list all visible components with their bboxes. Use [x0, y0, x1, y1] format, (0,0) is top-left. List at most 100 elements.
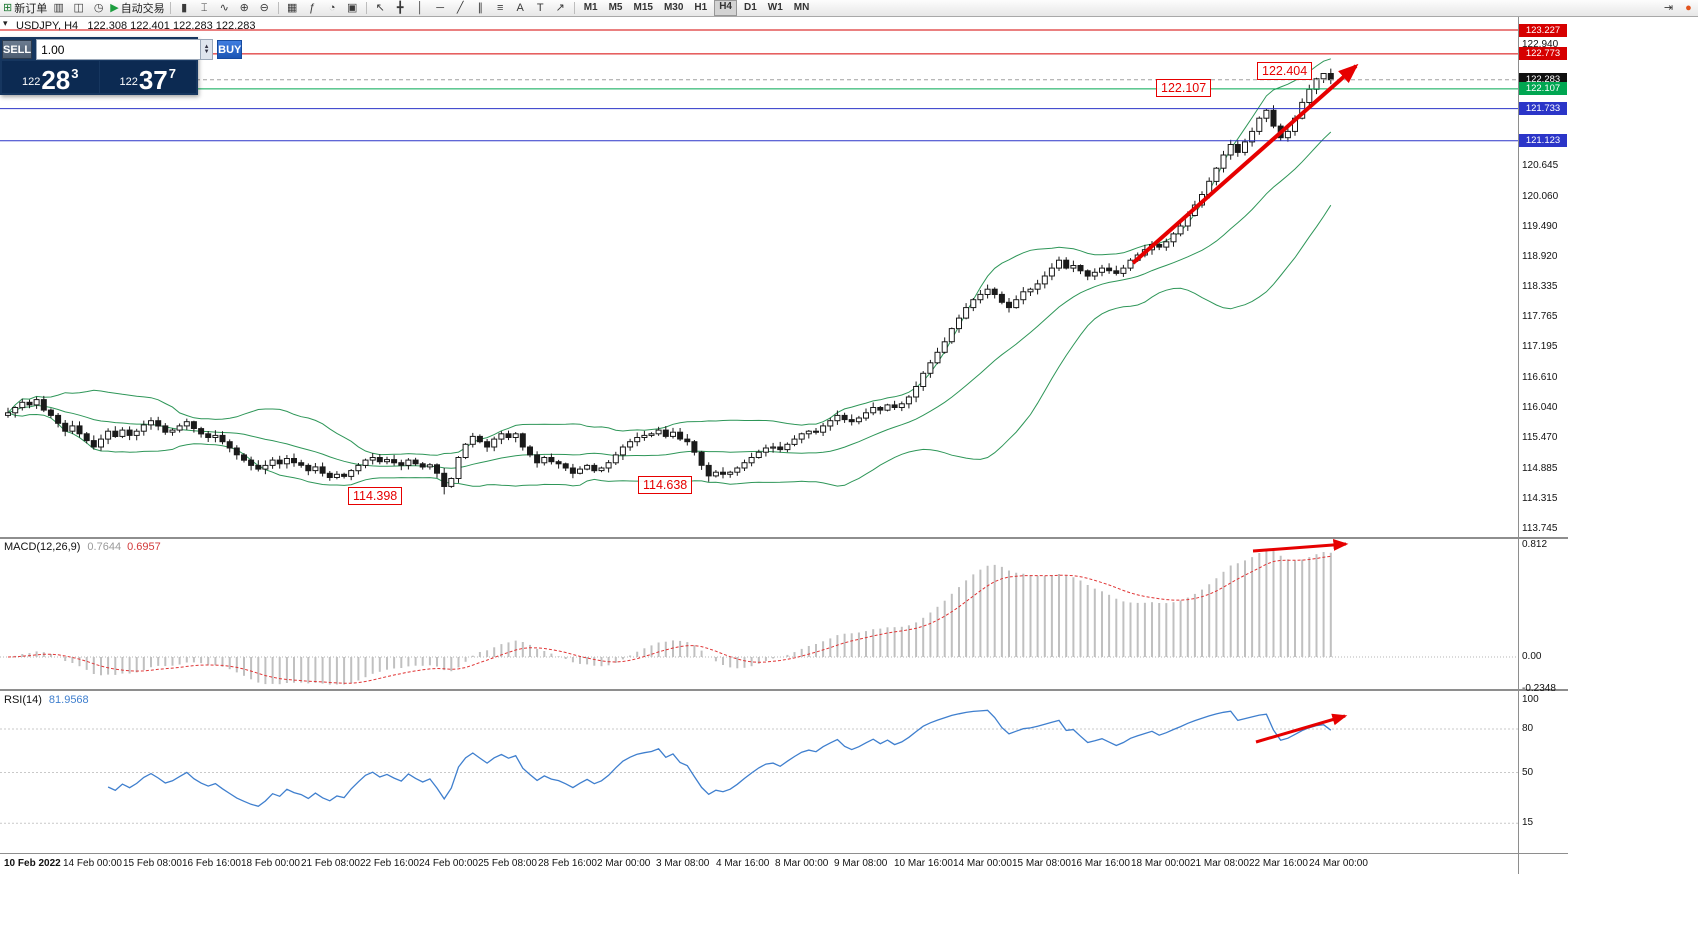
periods-button[interactable]: ◔ [323, 1, 342, 16]
cursor-button[interactable]: ↖ [371, 1, 390, 16]
chart-window-button[interactable]: ▥ [49, 1, 68, 16]
time-axis-label: 16 Feb 16:00 [182, 858, 241, 869]
trendline-icon: ╱ [456, 1, 464, 14]
timeframe-mn-button[interactable]: MN [793, 2, 810, 13]
lot-decrease-button[interactable]: ▼ [203, 48, 210, 55]
arrows-tool-icon: ↗ [555, 1, 565, 14]
scroll-to-end-button[interactable]: ⇥ [1659, 1, 1678, 16]
tile-windows-icon: ▦ [286, 1, 298, 14]
time-axis-label: 10 Feb 2022 [4, 858, 61, 869]
timeframe-m5-button[interactable]: M5 [608, 2, 623, 13]
timeframe-m15-button[interactable]: M15 [633, 2, 653, 13]
vertical-line-button[interactable]: │ [411, 1, 430, 16]
toolbar-separator [365, 2, 367, 14]
new-order-icon: ⊞ [3, 1, 13, 14]
autotrading-button[interactable]: ▶ 自动交易 [109, 1, 165, 16]
new-order-label: 新订单 [14, 3, 48, 15]
buy-price-fraction: 7 [168, 66, 176, 81]
scroll-to-end-icon: ⇥ [1663, 1, 1674, 14]
buy-price[interactable]: 122 37 7 [99, 61, 196, 95]
periods-icon: ◔ [328, 1, 336, 14]
time-axis-label: 3 Mar 08:00 [656, 858, 710, 869]
main-toolbar: ⊞ 新订单 ▥ ◫ ◷ ▶ 自动交易 ▮ ⌶ ∿ ⊕ ⊖ ▦ ƒ ◔ ▣ ↖ ╋ │ ─ ╱ ∥ ≡ A T ↗ M1 M5 M15 M3… [0, 0, 1698, 17]
horizontal-line-button[interactable]: ─ [431, 1, 450, 16]
notification-button[interactable]: ● [1679, 1, 1698, 16]
time-axis-label: 22 Mar 16:00 [1249, 858, 1308, 869]
fibonacci-button[interactable]: ≡ [491, 1, 510, 16]
time-axis-label: 4 Mar 16:00 [716, 858, 770, 869]
zoom-in-icon: ⊕ [239, 1, 249, 14]
timeframe-h1-button[interactable]: H1 [694, 2, 708, 13]
line-chart-button[interactable]: ∿ [215, 1, 234, 16]
rsi-name: RSI(14) [4, 694, 42, 706]
candlestick-chart-button[interactable]: ⌶ [195, 1, 214, 16]
time-axis[interactable]: 10 Feb 2022 14 Feb 00:00 15 Feb 08:00 16 Fe… [0, 854, 1568, 874]
timeframe-h4-button[interactable]: H4 [714, 0, 737, 16]
bar-chart-button[interactable]: ▮ [175, 1, 194, 16]
time-axis-label: 25 Feb 08:00 [478, 858, 537, 869]
text-label-button[interactable]: T [531, 1, 550, 16]
indicators-button[interactable]: ƒ [303, 1, 322, 16]
buy-button[interactable]: BUY [217, 40, 243, 59]
sell-price-fraction: 3 [71, 66, 79, 81]
profiles-button[interactable]: ◫ [69, 1, 88, 16]
line-chart-icon: ∿ [219, 1, 229, 14]
toolbar-separator [573, 2, 575, 14]
templates-icon: ▣ [346, 1, 358, 14]
sell-price-prefix: 122 [21, 76, 41, 88]
arrows-tool-button[interactable]: ↗ [551, 1, 570, 16]
price-axis-separator[interactable] [1518, 17, 1519, 874]
equidistant-channel-button[interactable]: ∥ [471, 1, 490, 16]
price-callout[interactable]: 122.404 [1257, 62, 1313, 80]
trendline-button[interactable]: ╱ [451, 1, 470, 16]
macd-signal-value: 0.6957 [127, 541, 161, 553]
one-click-trading-panel: SELL ▲ ▼ BUY 122 28 3 122 37 7 [0, 37, 243, 95]
price-callout[interactable]: 122.107 [1156, 79, 1212, 97]
macd-pane[interactable] [0, 539, 1568, 691]
notification-icon: ● [1685, 1, 1692, 14]
text-button[interactable]: A [511, 1, 530, 16]
time-axis-label: 14 Mar 00:00 [953, 858, 1012, 869]
oneclick-collapse-icon[interactable]: ▾ [3, 18, 8, 28]
sell-price-main: 28 [41, 65, 71, 95]
autotrading-icon: ▶ [110, 1, 119, 14]
zoom-out-button[interactable]: ⊖ [255, 1, 274, 16]
zoom-out-icon: ⊖ [259, 1, 269, 14]
toolbar-separator [169, 2, 171, 14]
sell-button[interactable]: SELL [2, 40, 33, 59]
timeframe-m1-button[interactable]: M1 [583, 2, 598, 13]
templates-button[interactable]: ▣ [343, 1, 362, 16]
macd-name: MACD(12,26,9) [4, 541, 81, 553]
time-axis-label: 9 Mar 08:00 [834, 858, 888, 869]
rsi-label: RSI(14) 81.9568 [4, 694, 89, 706]
lot-spinner: ▲ ▼ [200, 40, 213, 59]
timeframe-m30-button[interactable]: M30 [663, 2, 684, 13]
tile-windows-button[interactable]: ▦ [283, 1, 302, 16]
new-order-button[interactable]: ⊞ 新订单 [2, 1, 48, 16]
lot-size-field: ▲ ▼ [36, 39, 214, 60]
zoom-in-button[interactable]: ⊕ [235, 1, 254, 16]
price-chart-pane[interactable] [0, 17, 1568, 539]
text-icon: A [516, 1, 524, 14]
autotrading-label: 自动交易 [120, 3, 165, 15]
time-axis-label: 24 Mar 00:00 [1309, 858, 1368, 869]
timeframe-d1-button[interactable]: D1 [744, 2, 757, 13]
indicators-icon: ƒ [309, 1, 316, 14]
text-label-icon: T [536, 1, 544, 14]
chart-window-icon: ▥ [53, 1, 64, 14]
alerts-button[interactable]: ◷ [89, 1, 108, 16]
lot-increase-button[interactable]: ▲ [203, 43, 210, 50]
crosshair-button[interactable]: ╋ [391, 1, 410, 16]
horizontal-line-icon: ─ [436, 1, 445, 14]
chart-ohlc-header: USDJPY, H4 122.308 122.401 122.283 122.2… [16, 20, 256, 32]
price-callout[interactable]: 114.638 [638, 476, 693, 494]
price-callout[interactable]: 114.398 [348, 487, 403, 505]
sell-price[interactable]: 122 28 3 [2, 61, 99, 93]
bar-chart-icon: ▮ [181, 1, 188, 14]
rsi-pane[interactable] [0, 691, 1568, 854]
timeframe-w1-button[interactable]: W1 [767, 2, 783, 13]
macd-main-value: 0.7644 [87, 541, 122, 553]
lot-size-input[interactable] [37, 40, 201, 59]
buy-price-main: 37 [138, 65, 168, 95]
